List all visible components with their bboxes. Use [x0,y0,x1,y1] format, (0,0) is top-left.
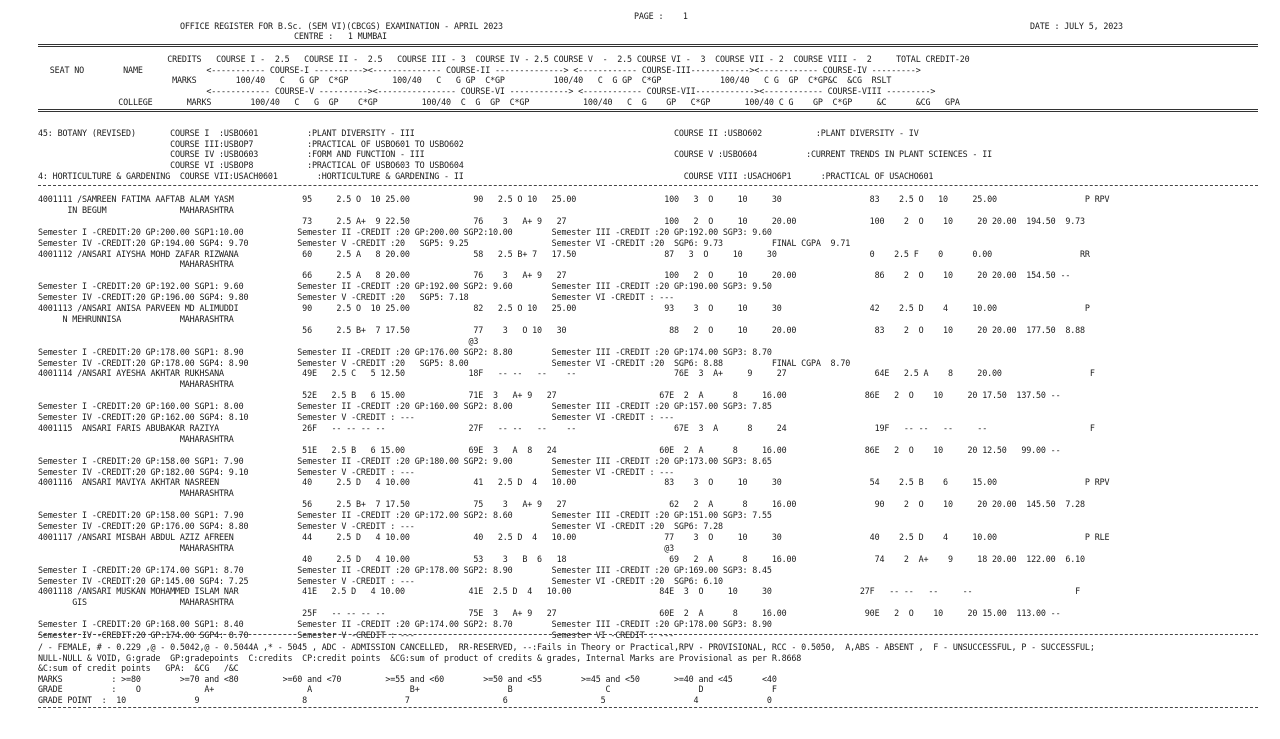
course-line: COURSE IV :USBO603 :FORM AND FUNCTION - … [38,149,992,160]
record-line: GIS MAHARASHTRA [38,597,234,608]
record-line: Semester I -CREDIT:20 GP:178.00 SGP1: 8.… [38,346,772,357]
legend-line: NULL-NULL & VOID, G:grade GP:gradepoints… [38,652,802,663]
record-line: MAHARASHTRA [38,379,234,390]
report-date: DATE : JULY 5, 2023 [1030,21,1123,31]
record-line: 51E 2.5 B 6 15.00 69E 3 A 8 24 60E 2 A 8… [38,444,1061,455]
record-line: 4001111 /SAMREEN FATIMA AAFTAB ALAM YASM… [38,194,1110,204]
record-line: Semester I -CREDIT:20 GP:192.00 SGP1: 9.… [38,281,772,292]
record-line: 66 2.5 A 8 20.00 76 3 A+ 9 27 100 2 O 10… [38,270,1071,281]
header-top-rule [38,44,1258,47]
legend-top-rule [38,634,1258,635]
record-line: Semester I -CREDIT:20 GP:168.00 SGP1: 8.… [38,619,772,630]
legend-line: GRADE POINT : 10 9 8 7 6 5 4 0 [38,695,772,705]
record-line: IN BEGUM MAHARASHTRA [38,204,234,215]
record-line: Semester I -CREDIT:20 GP:200.00 SGP1:10.… [38,226,772,237]
record-line: Semester I -CREDIT:20 GP:158.00 SGP1: 7.… [38,510,772,521]
column-header-line: COLLEGE MARKS 100/40 C G GP C*GP 100/40 … [40,96,960,107]
legend-line: GRADE : O A+ A B+ B C D F [38,684,777,695]
legend-bottom-rule [38,707,1258,708]
record-line: Semester IV -CREDIT:20 GP:194.00 SGP4: 9… [38,237,851,248]
centre-label: CENTRE : 1 MUMBAI [294,31,387,41]
record-line: Semester IV -CREDIT:20 GP:174.00 SGP4: 8… [38,630,674,640]
record-line: MAHARASHTRA [38,433,234,444]
column-header-line: <------------ COURSE-V ----------><-----… [40,86,936,97]
record-line: @3 [38,335,479,346]
course-line: COURSE VI :USBOP8 :PRACTICAL OF USBO603 … [38,160,464,171]
record-line: Semester I -CREDIT:20 GP:160.00 SGP1: 8.… [38,401,772,412]
record-line: 73 2.5 A+ 9 22.50 76 3 A+ 9 27 100 2 O 1… [38,215,1085,226]
record-line: Semester I -CREDIT:20 GP:158.00 SGP1: 7.… [38,455,772,466]
legend-line: &C:sum of credit points GPA: &CG /&C [38,663,239,674]
record-line: 56 2.5 B+ 7 17.50 77 3 O 10 30 88 2 O 10… [38,324,1085,335]
record-line: 4001112 /ANSARI AIYSHA MOHD ZAFAR RIZWAN… [38,248,1090,259]
record-line: Semester IV -CREDIT:20 GP:196.00 SGP4: 9… [38,292,674,303]
record-line: 25F -- -- -- -- 75E 3 A+ 9 27 60E 2 A 8 … [38,608,1061,619]
column-header-line: SEAT NO NAME <----------- COURSE-I -----… [40,64,921,75]
record-line: Semester IV -CREDIT:20 GP:178.00 SGP4: 8… [38,357,851,368]
course-line: COURSE III:USBOP7 :PRACTICAL OF USBO601 … [38,138,464,149]
record-line: MAHARASHTRA [38,488,234,499]
course-line: 4: HORTICULTURE & GARDENING COURSE VII:U… [38,170,934,181]
record-line: Semester IV -CREDIT:20 GP:145.00 SGP4: 7… [38,575,723,586]
record-line: Semester IV -CREDIT:20 GP:176.00 SGP4: 8… [38,521,723,531]
column-header-line: CREDITS COURSE I - 2.5 COURSE II - 2.5 C… [40,54,970,64]
course-line: 45: BOTANY (REVISED) COURSE I :USBO601 :… [38,128,919,138]
record-line: 4001117 /ANSARI MISBAH ABDUL AZIZ AFREEN… [38,531,1110,542]
record-line: Semester I -CREDIT:20 GP:174.00 SGP1: 8.… [38,564,772,575]
record-line: 52E 2.5 B 6 15.00 71E 3 A+ 9 27 67E 2 A … [38,390,1061,401]
record-line: 56 2.5 B+ 7 17.50 75 3 A+ 9 27 62 2 A 8 … [38,499,1085,510]
page-number: PAGE : 1 [634,11,688,21]
record-line: Semester IV -CREDIT:20 GP:162.00 SGP4: 8… [38,412,674,422]
record-line: Semester IV -CREDIT:20 GP:182.00 SGP4: 9… [38,466,674,477]
record-line: 40 2.5 D 4 10.00 53 3 B 6 18 69 2 A 8 16… [38,553,1085,564]
column-header-line: MARKS 100/40 C G GP C*GP 100/40 C G GP C… [40,75,892,86]
record-line: 4001118 /ANSARI MUSKAN MOHAMMED ISLAM NA… [38,586,1081,597]
legend-line: / - FEMALE, # - 0.229 ,@ - 0.5042,@ - 0.… [38,642,1095,652]
header-bottom-rule [38,109,1258,112]
record-line: 4001115 ANSARI FARIS ABUBAKAR RAZIYA 26F… [38,422,1095,433]
record-line: 4001114 /ANSARI AYESHA AKHTAR RUKHSANA 4… [38,368,1095,379]
register-title: OFFICE REGISTER FOR B.Sc. (SEM VI)(CBCGS… [180,21,503,31]
record-line: 4001113 /ANSARI ANISA PARVEEN MD ALIMUDD… [38,303,1090,313]
record-line: MAHARASHTRA [38,259,234,270]
record-line: N MEHRUNNISA MAHARASHTRA [38,313,234,324]
record-line: 4001116 ANSARI MAVIYA AKHTAR NASREEN 40 … [38,477,1110,488]
course-listing-rule [38,185,1258,186]
record-line: MAHARASHTRA @3 [38,542,674,553]
legend-line: MARKS : >=80 >=70 and <80 >=60 and <70 >… [38,673,777,684]
